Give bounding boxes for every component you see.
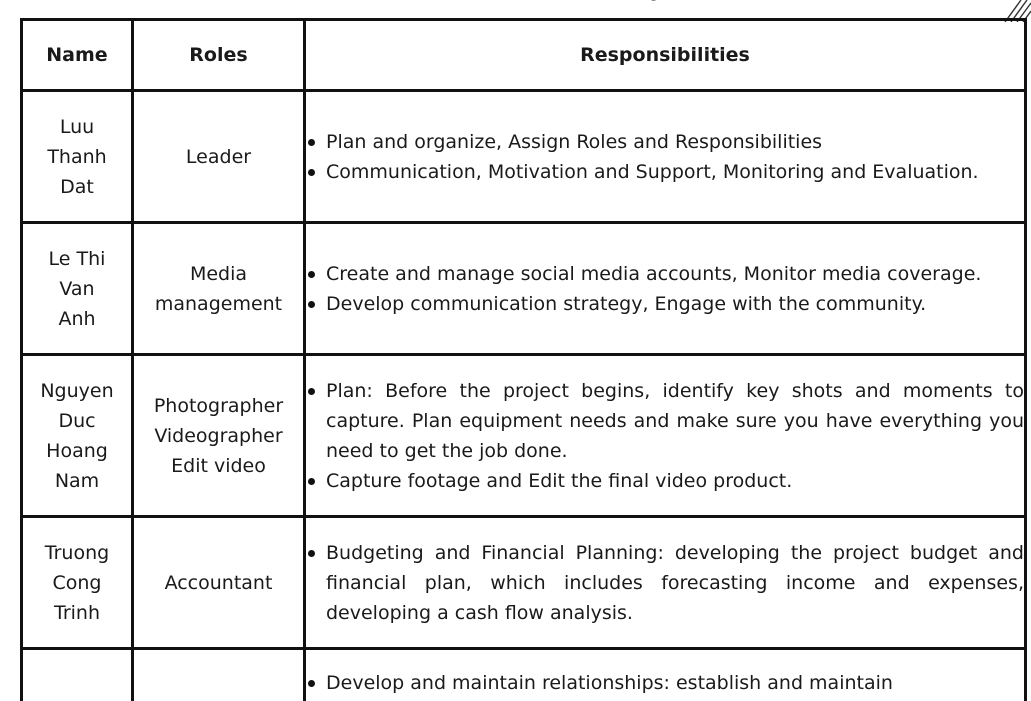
member-role: Media management [154,262,283,315]
list-item: Create and manage social media accounts,… [308,259,1024,289]
list-item: Capture footage and Edit the final video… [308,466,1024,496]
member-role: Accountant [164,571,273,594]
responsibilities-cell: Plan: Before the project begins, identif… [303,353,1027,518]
responsibilities-list: Plan: Before the project begins, identif… [306,376,1024,496]
name-cell: Nguyen Duc Hoang Nam [20,353,134,518]
table-header-row: Name Roles Responsibilities [20,18,1027,92]
table-row: Nguyen Duc Hoang Nam Photographer Videog… [20,353,1027,518]
role-cell: Accountant [131,515,306,650]
role-cell: Media management [131,221,306,356]
header-name: Name [20,18,134,92]
responsibilities-list: Plan and organize, Assign Roles and Resp… [306,127,1024,187]
list-item: Communication, Motivation and Support, M… [308,157,1024,187]
responsibilities-cell: Budgeting and Financial Planning: develo… [303,515,1027,650]
member-name: Nguyen Duc Hoang Nam [40,379,114,492]
responsibilities-cell: Create and manage social media accounts,… [303,221,1027,356]
list-item: Develop communication strategy, Engage w… [308,289,1024,319]
name-cell [20,647,134,701]
table-row: Le Thi Van Anh Media management Create a… [20,221,1027,356]
member-name: Truong Cong Trinh [44,541,110,624]
role-cell: Leader [131,89,306,224]
responsibilities-cell: Develop and maintain relationships: esta… [303,647,1027,701]
list-item: Budgeting and Financial Planning: develo… [308,538,1024,628]
member-role: Photographer Videographer Edit video [153,394,284,477]
table-row: Luu Thanh Dat Leader Plan and organize, … [20,89,1027,224]
header-responsibilities: Responsibilities [303,18,1027,92]
responsibilities-list: Create and manage social media accounts,… [306,259,1024,319]
table-row: Develop and maintain relationships: esta… [20,647,1027,701]
member-name: Le Thi Van Anh [48,247,106,330]
role-cell: Photographer Videographer Edit video [131,353,306,518]
header-roles: Roles [131,18,306,92]
list-item: Plan: Before the project begins, identif… [308,376,1024,466]
name-cell: Truong Cong Trinh [20,515,134,650]
name-cell: Luu Thanh Dat [20,89,134,224]
role-cell [131,647,306,701]
cropped-heading-fragment [651,0,657,1]
responsibilities-list: Budgeting and Financial Planning: develo… [306,538,1024,628]
member-role: Leader [185,145,252,168]
table-row: Truong Cong Trinh Accountant Budgeting a… [20,515,1027,650]
responsibilities-cell: Plan and organize, Assign Roles and Resp… [303,89,1027,224]
name-cell: Le Thi Van Anh [20,221,134,356]
member-name: Luu Thanh Dat [47,115,107,198]
list-item: Plan and organize, Assign Roles and Resp… [308,127,1024,157]
list-item: Develop and maintain relationships: esta… [308,668,1024,698]
responsibilities-list: Develop and maintain relationships: esta… [306,650,1024,698]
roles-table: Name Roles Responsibilities Luu Thanh Da… [20,18,1027,701]
